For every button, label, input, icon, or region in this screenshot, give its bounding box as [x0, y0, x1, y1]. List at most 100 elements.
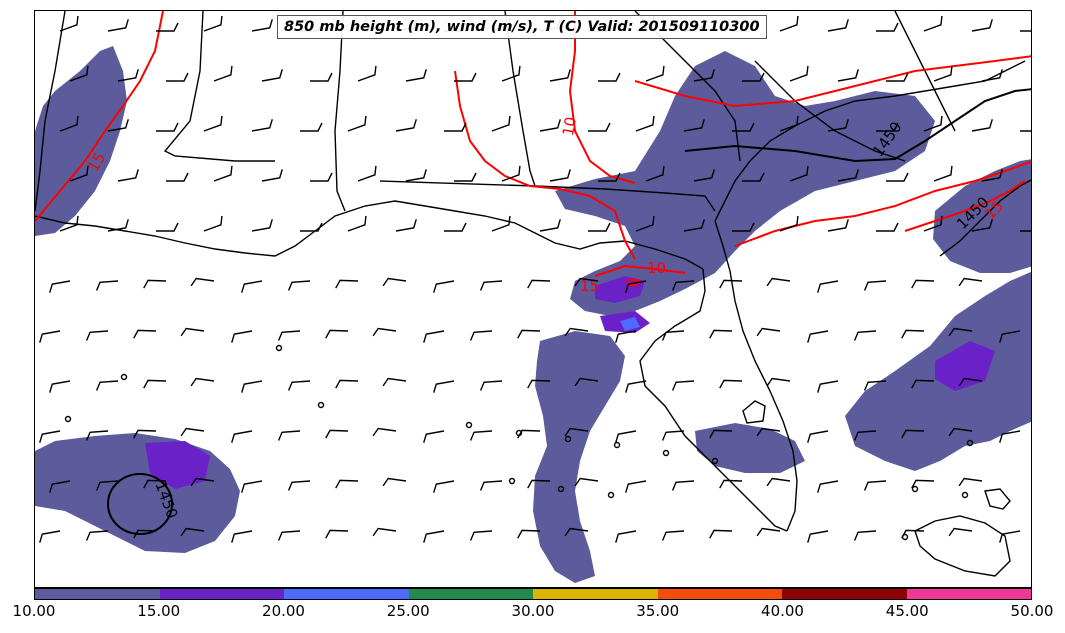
- wind-barb: [444, 122, 467, 132]
- wind-barb: [180, 327, 205, 337]
- calm-marker: [711, 457, 719, 465]
- wind-barb: [948, 427, 973, 437]
- wind-barb: [143, 279, 167, 289]
- wind-barb: [817, 480, 839, 493]
- wind-barb: [59, 115, 79, 132]
- shaded-region-southeast-band: [555, 51, 935, 316]
- colorbar-segment: [906, 589, 1031, 599]
- calm-marker: [961, 491, 969, 499]
- wind-barb: [231, 430, 253, 443]
- wind-barb: [357, 165, 377, 182]
- wind-barb: [901, 329, 925, 339]
- state-border-alabama-georgia: [379, 11, 536, 187]
- temp-contour-northeast: [904, 180, 1026, 232]
- wind-barb: [156, 222, 179, 232]
- wind-barb: [625, 280, 647, 293]
- wind-barb: [433, 280, 455, 293]
- calm-marker: [901, 533, 909, 541]
- wind-barb: [645, 65, 665, 82]
- temp-label-4: 10: [647, 259, 666, 277]
- wind-barb: [549, 169, 571, 182]
- colorbar-segment: [159, 589, 284, 599]
- temp-contour-southeast: [568, 11, 636, 184]
- calm-marker: [465, 421, 473, 429]
- calm-marker: [662, 449, 670, 457]
- wind-barb: [180, 427, 205, 437]
- wind-barb: [958, 277, 983, 287]
- calm-marker: [515, 429, 523, 437]
- wind-barb: [539, 119, 561, 132]
- wind-barb: [479, 380, 503, 391]
- wind-barb: [564, 527, 589, 537]
- wind-barb: [166, 172, 189, 182]
- wind-barb: [357, 65, 377, 82]
- wind-barb: [615, 330, 637, 343]
- wind-barb: [39, 430, 61, 443]
- wind-barb: [709, 329, 733, 339]
- wind-barb: [683, 119, 705, 132]
- wind-barb: [981, 69, 1003, 82]
- wind-barb: [85, 330, 109, 341]
- wind-barb: [574, 277, 599, 287]
- colorbar-segment: [284, 589, 409, 599]
- wind-barb: [49, 480, 71, 493]
- wind-barb: [863, 280, 887, 291]
- coastline-atlantic-northeast: [939, 179, 1031, 257]
- map-panel: 1450 1450 1450 15 10 15 10 15: [34, 10, 1032, 588]
- wind-barb: [756, 527, 781, 537]
- wind-barb: [981, 169, 1003, 182]
- state-border-texas-louisiana: [35, 11, 66, 212]
- wind-barb: [287, 280, 311, 291]
- calm-marker: [275, 344, 283, 352]
- wind-barb: [876, 122, 899, 132]
- colorbar-segment: [782, 589, 907, 599]
- wind-barb: [719, 479, 743, 489]
- calm-marker: [911, 485, 919, 493]
- wind-barb: [444, 222, 467, 232]
- wind-barb: [948, 527, 973, 537]
- wind-barb: [107, 219, 129, 232]
- wind-barb: [958, 377, 983, 387]
- wind-barb: [203, 215, 223, 232]
- wind-barb: [241, 480, 263, 493]
- wind-barb: [95, 380, 119, 391]
- wind-barb: [133, 429, 157, 439]
- wind-barb: [971, 119, 993, 132]
- state-border-mississippi-alabama: [334, 11, 346, 212]
- wind-barb: [310, 72, 333, 82]
- wind-barb: [372, 327, 397, 337]
- colorbar-tick-label: 10.00: [12, 602, 56, 620]
- wind-barb: [807, 430, 829, 443]
- lake-okeechobee: [742, 400, 766, 424]
- wind-barb: [166, 72, 189, 82]
- wind-barb: [300, 122, 323, 132]
- calm-marker: [64, 415, 72, 423]
- wind-barb: [827, 119, 849, 132]
- wind-barb: [999, 530, 1021, 543]
- coastline-layer: [35, 11, 1031, 577]
- wind-barb: [454, 72, 477, 82]
- wind-barb: [807, 330, 829, 343]
- wind-barb: [886, 72, 909, 82]
- calm-wind-marker-layer: [64, 344, 974, 541]
- wind-barb: [107, 19, 129, 32]
- wind-barb: [742, 172, 765, 182]
- wind-barb: [923, 15, 943, 32]
- wind-barb: [310, 172, 333, 182]
- wind-barb: [807, 530, 829, 543]
- wind-barb: [491, 215, 511, 232]
- wind-barb: [49, 280, 71, 293]
- wind-barb: [863, 380, 887, 391]
- wind-barb: [423, 530, 445, 543]
- wind-barb: [661, 330, 685, 341]
- wind-barb: [779, 15, 799, 32]
- wind-barb: [598, 72, 621, 82]
- wind-barb: [372, 527, 397, 537]
- wind-barb: [1020, 130, 1031, 132]
- shaded-region-central-gulf: [533, 331, 625, 583]
- wind-barb: [382, 277, 407, 287]
- colorbar-tick-label: 50.00: [1010, 602, 1054, 620]
- wind-barb: [911, 379, 935, 389]
- wind-barb: [277, 430, 301, 441]
- calm-marker: [607, 491, 615, 499]
